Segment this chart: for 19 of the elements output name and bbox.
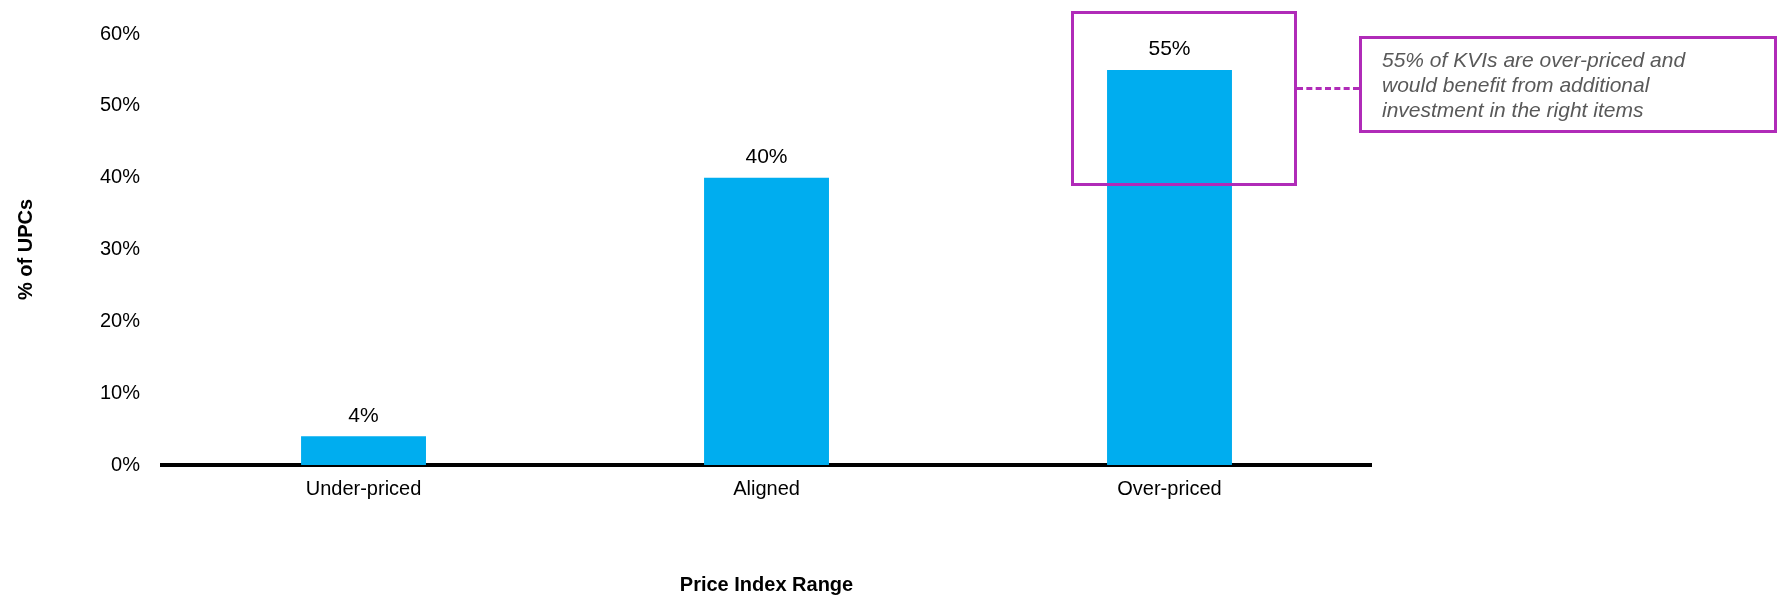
y-tick-label: 10% — [100, 380, 141, 403]
y-tick-label: 0% — [111, 452, 141, 475]
y-tick-label: 50% — [100, 93, 141, 116]
y-tick-label: 60% — [100, 21, 141, 44]
x-tick-label: Over-priced — [1117, 476, 1222, 499]
data-label: 40% — [745, 143, 788, 167]
y-tick-label: 40% — [100, 165, 141, 188]
x-tick-label: Aligned — [733, 476, 800, 499]
x-axis-title: Price Index Range — [679, 572, 854, 595]
y-tick-label: 20% — [100, 308, 141, 331]
bar — [1107, 69, 1232, 465]
bar — [301, 436, 426, 465]
x-tick-label: Under-priced — [305, 476, 422, 499]
data-label: 4% — [348, 402, 379, 426]
y-axis-title: % of UPCs — [13, 198, 36, 301]
y-tick-label: 30% — [100, 237, 141, 260]
text: 55% of KVIs are over-priced and would benefit from additional investment in the right items — [1359, 36, 1777, 133]
data-label: 55% — [1148, 36, 1191, 60]
bar — [704, 177, 829, 465]
